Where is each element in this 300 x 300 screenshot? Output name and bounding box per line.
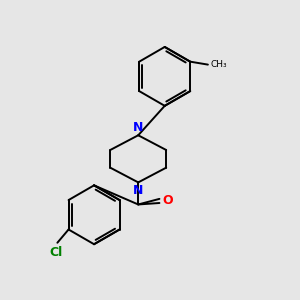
Text: CH₃: CH₃ xyxy=(210,60,227,69)
Text: Cl: Cl xyxy=(50,246,63,259)
Text: N: N xyxy=(133,121,143,134)
Text: O: O xyxy=(162,194,173,207)
Text: N: N xyxy=(133,184,143,197)
